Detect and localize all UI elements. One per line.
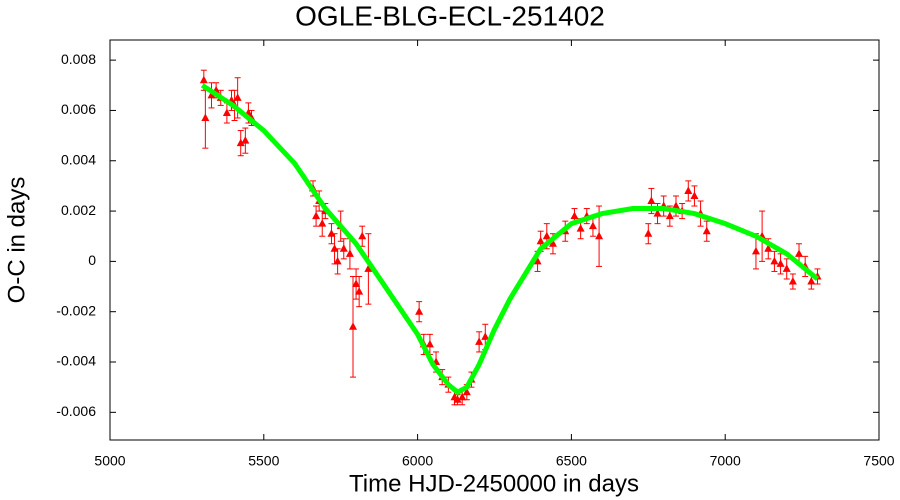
data-point bbox=[576, 224, 585, 232]
data-point bbox=[339, 244, 348, 252]
data-point bbox=[665, 211, 674, 220]
data-point bbox=[671, 201, 680, 210]
y-axis-label: O-C in days bbox=[3, 177, 30, 304]
data-point bbox=[751, 246, 760, 255]
data-point bbox=[312, 211, 321, 220]
data-point bbox=[570, 211, 579, 220]
data-point bbox=[595, 231, 604, 240]
data-point bbox=[236, 138, 245, 147]
data-point bbox=[233, 93, 242, 101]
data-point bbox=[345, 249, 354, 257]
data-point bbox=[807, 277, 816, 285]
data-point bbox=[776, 259, 785, 267]
data-point bbox=[533, 256, 542, 265]
data-point bbox=[318, 219, 327, 227]
y-tick-label: 0.006 bbox=[61, 101, 96, 117]
data-point bbox=[415, 307, 424, 315]
data-point bbox=[462, 387, 471, 396]
data-point bbox=[358, 231, 367, 240]
y-tick-label: -0.006 bbox=[56, 403, 96, 419]
x-tick-label: 5000 bbox=[94, 453, 125, 469]
data-point bbox=[690, 191, 699, 199]
data-point bbox=[475, 337, 484, 345]
data-point bbox=[241, 136, 250, 144]
x-tick-label: 5500 bbox=[248, 453, 279, 469]
y-tick-label: 0.004 bbox=[61, 151, 96, 167]
data-point bbox=[352, 279, 361, 288]
y-tick-label: -0.002 bbox=[56, 302, 96, 318]
data-point bbox=[333, 256, 342, 265]
data-point bbox=[588, 221, 597, 230]
chart-title: OGLE-BLG-ECL-251402 bbox=[295, 0, 605, 31]
data-point bbox=[782, 264, 791, 272]
data-point bbox=[684, 186, 693, 194]
y-tick-label: 0 bbox=[88, 252, 96, 268]
data-point bbox=[349, 322, 358, 330]
y-tick-label: 0.008 bbox=[61, 51, 96, 67]
data-point bbox=[644, 229, 653, 237]
data-point bbox=[222, 108, 231, 116]
data-point bbox=[647, 196, 656, 205]
x-tick-label: 6500 bbox=[556, 453, 587, 469]
data-point bbox=[702, 226, 711, 235]
data-point bbox=[330, 244, 339, 252]
data-point bbox=[458, 392, 467, 401]
data-point bbox=[770, 256, 779, 265]
data-point bbox=[536, 236, 545, 245]
data-point bbox=[207, 90, 216, 99]
data-point bbox=[653, 209, 662, 217]
data-point bbox=[764, 244, 773, 252]
data-point bbox=[327, 229, 336, 237]
plot-frame bbox=[109, 39, 880, 441]
x-tick-label: 6000 bbox=[402, 453, 433, 469]
data-point bbox=[453, 395, 462, 403]
y-tick-label: 0.002 bbox=[61, 202, 96, 218]
data-point bbox=[542, 231, 551, 240]
fit-line bbox=[200, 83, 820, 396]
data-point bbox=[788, 277, 797, 285]
data-point bbox=[795, 249, 804, 257]
x-tick-label: 7500 bbox=[863, 453, 894, 469]
data-point bbox=[199, 75, 208, 84]
y-tick-label: -0.004 bbox=[56, 353, 96, 369]
x-tick-label: 7000 bbox=[710, 453, 741, 469]
data-point bbox=[201, 113, 210, 121]
data-point bbox=[355, 287, 364, 295]
data-point bbox=[481, 332, 490, 340]
x-axis-label: Time HJD-2450000 in days bbox=[349, 470, 639, 497]
data-point bbox=[425, 339, 434, 348]
data-point bbox=[364, 264, 373, 272]
data-point bbox=[548, 239, 557, 247]
